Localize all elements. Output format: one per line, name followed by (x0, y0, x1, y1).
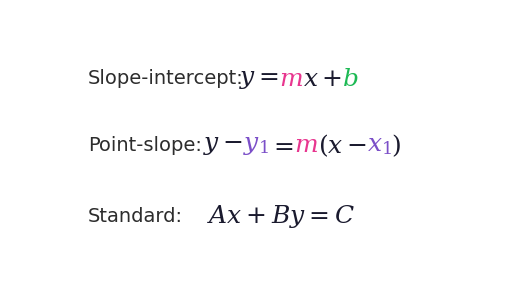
Text: Point-slope:: Point-slope: (88, 136, 202, 155)
Text: $m$: $m$ (294, 133, 317, 158)
Text: $Ax + By = C$: $Ax + By = C$ (207, 203, 355, 230)
Text: Standard:: Standard: (88, 207, 183, 226)
Text: $y_1$: $y_1$ (243, 133, 269, 158)
Text: $(x - $: $(x - $ (317, 132, 367, 159)
Text: $m$: $m$ (279, 67, 303, 91)
Text: $ = $: $ = $ (269, 133, 294, 158)
Text: $y - $: $y - $ (203, 133, 243, 158)
Text: $x + $: $x + $ (303, 67, 342, 91)
Text: $x_1$: $x_1$ (367, 133, 391, 158)
Text: $y = $: $y = $ (239, 67, 279, 91)
Text: $b$: $b$ (342, 67, 358, 91)
Text: $)$: $)$ (391, 132, 401, 159)
Text: Slope-intercept:: Slope-intercept: (88, 69, 244, 88)
